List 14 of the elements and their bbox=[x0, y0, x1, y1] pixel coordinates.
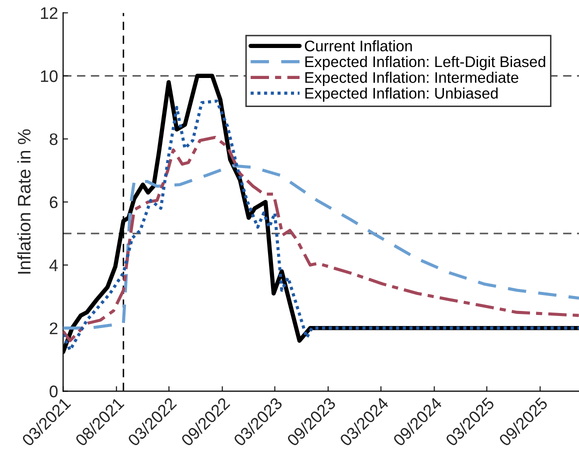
y-tick-label: 6 bbox=[50, 196, 58, 208]
line-series bbox=[63, 136, 579, 342]
legend-label: Current Inflation bbox=[304, 40, 412, 52]
legend-label: Expected Inflation: Intermediate bbox=[305, 72, 518, 86]
legend-label: Expected Inflation: Unbiased bbox=[305, 87, 498, 102]
y-tick-label: 10 bbox=[40, 70, 58, 82]
y-axis-title: Inflation Rate in % bbox=[17, 129, 31, 274]
y-tick-label: 8 bbox=[50, 133, 58, 146]
y-tick-label: 12 bbox=[40, 7, 58, 19]
y-tick-label: 4 bbox=[49, 260, 58, 272]
legend-label: Expected Inflation: Left-Digit Biased bbox=[305, 56, 546, 70]
line-series bbox=[63, 164, 579, 330]
y-tick-label: 2 bbox=[50, 322, 58, 334]
y-tick-label: 0 bbox=[50, 386, 58, 398]
